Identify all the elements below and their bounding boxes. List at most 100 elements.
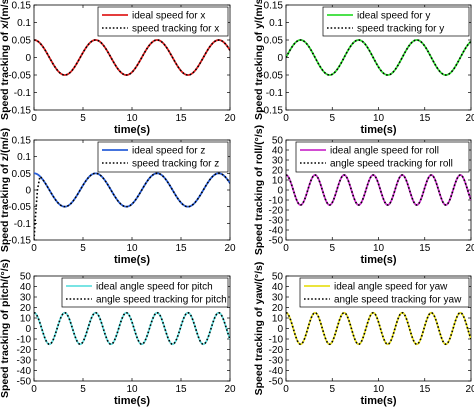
- legend-box: [97, 6, 229, 37]
- y-axis-label: Speed tracking of x/(m/s): [0, 0, 11, 120]
- y-tick-label: -0.15: [8, 106, 31, 117]
- y-tick-label: -0.05: [8, 202, 31, 213]
- y-axis-label: Speed tracking of yaw/(°/s): [253, 262, 265, 396]
- legend-box: [61, 277, 229, 308]
- y-axis-label: Speed tracking of z/(m/s): [0, 128, 11, 252]
- series-line-tracking: [286, 311, 471, 346]
- legend-label: speed tracking for x: [132, 24, 219, 35]
- y-tick-label: -0.15: [8, 236, 31, 247]
- y-tick-label: 0.1: [17, 18, 31, 29]
- y-tick-label: -40: [269, 366, 284, 377]
- y-tick-label: 20: [272, 166, 284, 177]
- series-line-tracking: [34, 39, 230, 76]
- y-tick-label: -10: [269, 335, 284, 346]
- legend-label: angle speed tracking for yaw: [334, 295, 462, 306]
- y-axis-label: Speed tracking of y/(m/s): [253, 0, 265, 120]
- y-tick-label: 40: [272, 282, 284, 293]
- x-axis-label: time(s): [360, 124, 396, 136]
- y-tick-label: 0.05: [264, 36, 284, 47]
- y-tick-label: 40: [20, 282, 32, 293]
- legend: ideal angle speed for pitch angle speed t…: [61, 277, 229, 308]
- x-tick-label: 10: [126, 113, 138, 124]
- y-tick-label: 30: [272, 156, 284, 167]
- legend: ideal speed for z speed tracking for z: [97, 141, 229, 173]
- x-tick-label: 10: [126, 243, 138, 254]
- y-tick-label: 0.1: [17, 152, 31, 163]
- x-tick-label: 5: [329, 243, 335, 254]
- y-tick-label: 20: [20, 303, 32, 314]
- legend-label: ideal angle speed for roll: [330, 146, 439, 157]
- x-tick-label: 5: [329, 113, 335, 124]
- y-tick-label: -10: [17, 335, 32, 346]
- y-tick-label: 10: [272, 176, 284, 187]
- legend-label: angle speed tracking for pitch: [96, 295, 227, 306]
- legend-label: speed tracking for z: [132, 159, 219, 170]
- y-tick-label: -0.1: [14, 219, 32, 230]
- y-tick-label: 10: [20, 314, 32, 325]
- x-tick-label: 0: [31, 384, 37, 395]
- legend-box: [322, 6, 470, 37]
- x-tick-label: 10: [373, 243, 385, 254]
- x-tick-label: 0: [283, 384, 289, 395]
- y-tick-label: 0: [277, 186, 283, 197]
- x-tick-label: 5: [80, 384, 86, 395]
- y-tick-label: -50: [269, 377, 284, 388]
- y-tick-label: -0.15: [260, 106, 283, 117]
- y-tick-label: -20: [17, 345, 32, 356]
- legend-label: angle speed tracking for roll: [330, 159, 453, 170]
- chart-panel-1: 0 5 10 15 20 -0.15 -0.1 -0.05 0 0.05 0.1 0.15 time(s…: [0, 0, 236, 136]
- x-tick-label: 10: [126, 384, 138, 395]
- series-line-tracking: [286, 39, 471, 76]
- y-axis-label: Speed tracking of roll/(°/s): [253, 125, 265, 255]
- legend-label: speed tracking for y: [357, 24, 444, 35]
- x-tick-label: 5: [80, 113, 86, 124]
- series-line-tracking: [34, 311, 230, 346]
- legend: ideal speed for y speed tracking for y: [322, 6, 470, 37]
- x-tick-label: 0: [283, 243, 289, 254]
- y-tick-label: 0.1: [269, 18, 283, 29]
- chart-panel-4: 0 5 10 15 20-50-40-30-20-1001020304050time(s…: [253, 125, 474, 266]
- y-tick-label: -30: [17, 356, 32, 367]
- y-tick-label: -20: [269, 206, 284, 217]
- x-tick-label: 0: [31, 243, 37, 254]
- x-tick-label: 10: [373, 113, 385, 124]
- series-line-tracking: [286, 174, 471, 206]
- y-tick-label: -10: [269, 196, 284, 207]
- x-tick-label: 0: [283, 113, 289, 124]
- x-tick-label: 15: [175, 243, 187, 254]
- x-axis-label: time(s): [114, 254, 150, 266]
- y-tick-label: 0: [277, 324, 283, 335]
- y-tick-label: 40: [272, 146, 284, 157]
- legend: ideal angle speed for yaw angle speed tra…: [299, 277, 470, 308]
- x-tick-label: 15: [419, 384, 431, 395]
- legend: ideal speed for x speed tracking for x: [97, 6, 229, 37]
- x-tick-label: 5: [80, 243, 86, 254]
- y-axis-label: Speed tracking of pitch/(°/s): [0, 259, 11, 398]
- x-tick-label: 0: [31, 113, 37, 124]
- x-tick-label: 15: [419, 243, 431, 254]
- y-tick-label: 0.05: [12, 169, 32, 180]
- x-axis-label: time(s): [114, 124, 150, 136]
- y-tick-label: 0: [25, 53, 31, 64]
- x-tick-label: 10: [373, 384, 385, 395]
- y-tick-label: -40: [269, 226, 284, 237]
- legend-label: ideal speed for x: [132, 11, 205, 22]
- chart-panel-6: 0 5 10 15 20-50-40-30-20-1001020304050time(s…: [253, 262, 474, 407]
- series-line-ideal: [34, 172, 230, 208]
- y-tick-label: 0: [25, 324, 31, 335]
- x-tick-label: 5: [329, 384, 335, 395]
- y-tick-label: -0.1: [14, 88, 32, 99]
- legend-box: [295, 141, 470, 173]
- x-tick-label: 20: [465, 113, 474, 124]
- y-tick-label: 0.05: [12, 36, 32, 47]
- x-tick-label: 15: [419, 113, 431, 124]
- y-tick-label: 10: [272, 314, 284, 325]
- y-tick-label: 20: [272, 303, 284, 314]
- y-tick-label: -0.05: [8, 71, 31, 82]
- x-axis-label: time(s): [360, 395, 396, 407]
- legend-label: ideal speed for z: [132, 146, 205, 157]
- y-tick-label: -50: [17, 377, 32, 388]
- x-tick-label: 15: [175, 113, 187, 124]
- legend-box: [299, 277, 470, 308]
